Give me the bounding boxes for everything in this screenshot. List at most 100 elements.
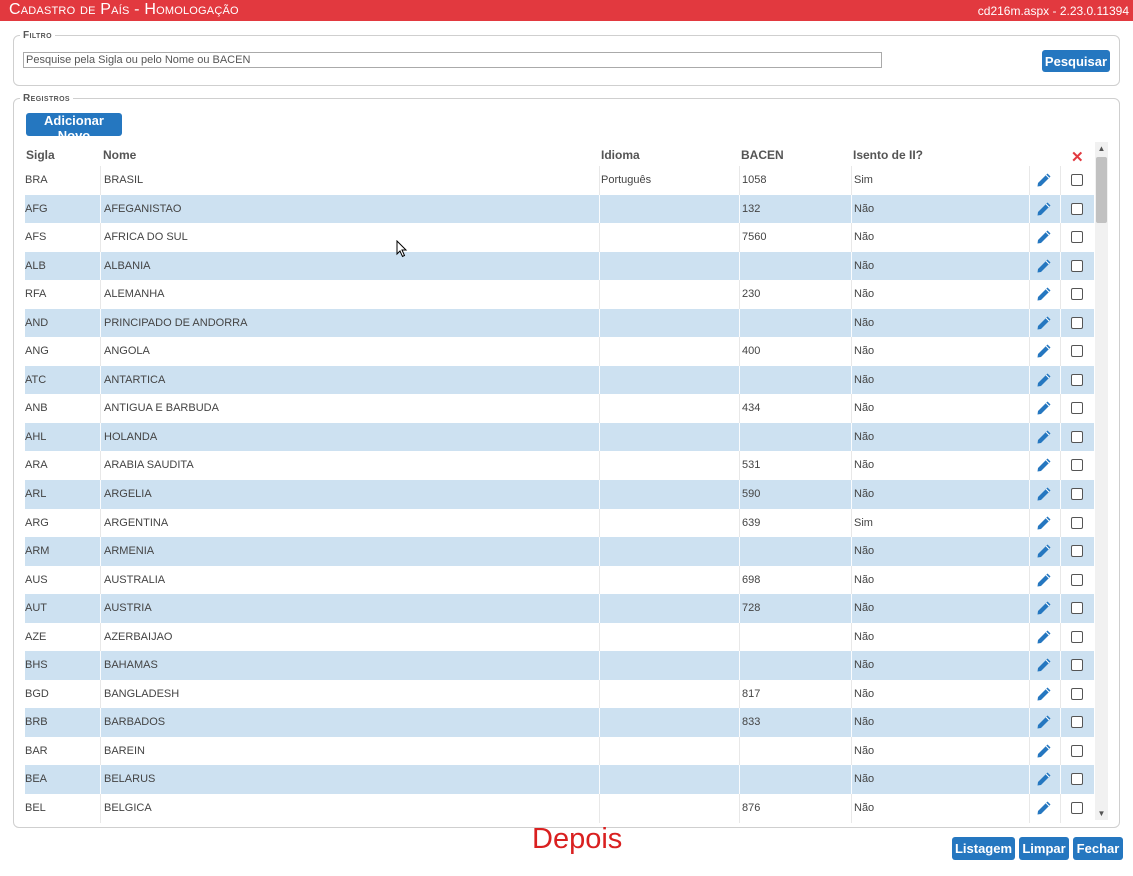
row-select-checkbox[interactable] [1071, 687, 1083, 700]
pencil-icon[interactable] [1036, 543, 1052, 559]
pencil-icon[interactable] [1036, 229, 1052, 245]
row-select-checkbox[interactable] [1071, 174, 1083, 186]
pencil-icon[interactable] [1036, 515, 1052, 531]
fechar-button[interactable]: Fechar [1073, 837, 1123, 860]
pencil-icon[interactable] [1036, 372, 1052, 388]
column-header-idioma[interactable]: Idioma [601, 148, 640, 162]
pencil-icon[interactable] [1036, 771, 1052, 787]
row-select-checkbox[interactable] [1071, 630, 1083, 643]
pencil-icon[interactable] [1036, 400, 1052, 416]
cell-nome: ANTIGUA E BARBUDA [104, 402, 219, 415]
row-select-checkbox[interactable] [1071, 802, 1083, 815]
table-row[interactable]: BEL BELGICA 876 Não [25, 794, 1094, 823]
table-row[interactable]: BAR BAREIN Não [25, 736, 1094, 766]
table-row[interactable]: AND PRINCIPADO DE ANDORRA Não [25, 308, 1094, 338]
scroll-down-icon[interactable]: ▼ [1097, 809, 1106, 818]
pencil-icon[interactable] [1036, 457, 1052, 473]
pencil-icon[interactable] [1036, 343, 1052, 359]
pencil-icon[interactable] [1036, 572, 1052, 588]
row-select-checkbox[interactable] [1071, 716, 1083, 729]
cell-sigla: AND [25, 316, 49, 329]
pencil-icon[interactable] [1036, 600, 1052, 616]
table-row[interactable]: BEA BELARUS Não [25, 765, 1094, 795]
scroll-up-icon[interactable]: ▲ [1097, 144, 1106, 153]
table-scrollbar[interactable]: ▲ ▼ [1095, 142, 1108, 820]
pencil-icon[interactable] [1036, 286, 1052, 302]
row-select-checkbox[interactable] [1071, 659, 1083, 672]
row-select-checkbox[interactable] [1071, 545, 1083, 558]
row-select-checkbox[interactable] [1071, 402, 1083, 415]
table-row[interactable]: AFG AFEGANISTAO 132 Não [25, 194, 1094, 224]
listagem-button[interactable]: Listagem [952, 837, 1015, 860]
row-select-checkbox[interactable] [1071, 373, 1083, 386]
limpar-button[interactable]: Limpar [1019, 837, 1069, 860]
search-button[interactable]: Pesquisar [1042, 50, 1110, 72]
pencil-icon[interactable] [1036, 714, 1052, 730]
table-row[interactable]: ARL ARGELIA 590 Não [25, 480, 1094, 509]
column-divider [739, 337, 740, 366]
table-row[interactable]: ARM ARMENIA Não [25, 537, 1094, 566]
pencil-icon[interactable] [1036, 657, 1052, 673]
row-select-checkbox[interactable] [1071, 516, 1083, 529]
row-select-checkbox[interactable] [1071, 288, 1083, 301]
row-select-checkbox[interactable] [1071, 316, 1083, 329]
table-row[interactable]: AFS AFRICA DO SUL 7560 Não [25, 223, 1094, 252]
column-header-isento[interactable]: Isento de II? [853, 148, 924, 162]
table-row[interactable]: RFA ALEMANHA 230 Não [25, 280, 1094, 309]
pencil-icon[interactable] [1036, 429, 1052, 445]
cell-sigla: ALB [25, 259, 46, 272]
table-row[interactable]: ARG ARGENTINA 639 Sim [25, 508, 1094, 538]
pencil-icon[interactable] [1036, 486, 1052, 502]
table-row[interactable]: AUT AUSTRIA 728 Não [25, 594, 1094, 623]
search-input[interactable] [23, 52, 882, 68]
table-row[interactable]: ALB ALBANIA Não [25, 251, 1094, 281]
pencil-icon[interactable] [1036, 172, 1052, 188]
row-select-checkbox[interactable] [1071, 573, 1083, 586]
pencil-icon[interactable] [1036, 315, 1052, 331]
table-row[interactable]: AHL HOLANDA Não [25, 422, 1094, 452]
table-row[interactable]: ANG ANGOLA 400 Não [25, 337, 1094, 366]
row-select-checkbox[interactable] [1071, 773, 1083, 786]
pencil-icon[interactable] [1036, 743, 1052, 759]
pencil-icon[interactable] [1036, 629, 1052, 645]
add-new-button[interactable]: Adicionar Novo [26, 113, 122, 143]
pencil-icon[interactable] [1036, 686, 1052, 702]
cell-nome: AFEGANISTAO [104, 202, 182, 215]
column-divider [739, 708, 740, 737]
row-select-checkbox[interactable] [1071, 345, 1083, 358]
row-select-checkbox[interactable] [1071, 202, 1083, 215]
row-select-checkbox[interactable] [1071, 259, 1083, 272]
column-divider [1029, 280, 1030, 309]
row-select-checkbox[interactable] [1071, 231, 1083, 244]
cell-sigla: AZE [25, 630, 47, 643]
pencil-icon[interactable] [1036, 201, 1052, 217]
column-divider [851, 765, 852, 795]
table-row[interactable]: ARA ARABIA SAUDITA 531 Não [25, 451, 1094, 481]
table-row[interactable]: AUS AUSTRALIA 698 Não [25, 565, 1094, 595]
column-header-bacen[interactable]: BACEN [741, 148, 784, 162]
table-row[interactable]: BHS BAHAMAS Não [25, 651, 1094, 680]
table-row[interactable]: BGD BANGLADESH 817 Não [25, 679, 1094, 709]
scroll-thumb[interactable] [1096, 157, 1107, 223]
row-select-checkbox[interactable] [1071, 459, 1083, 472]
row-select-checkbox[interactable] [1071, 602, 1083, 615]
row-select-checkbox[interactable] [1071, 488, 1083, 501]
column-header-nome[interactable]: Nome [103, 148, 137, 162]
pencil-icon[interactable] [1036, 258, 1052, 274]
table-row[interactable]: ANB ANTIGUA E BARBUDA 434 Não [25, 394, 1094, 423]
cell-bacen: 728 [742, 602, 761, 615]
close-icon[interactable]: ✕ [1071, 149, 1084, 166]
row-select-checkbox[interactable] [1071, 430, 1083, 443]
column-divider [599, 736, 600, 766]
row-select-checkbox[interactable] [1071, 744, 1083, 757]
table-row[interactable]: ATC ANTARTICA Não [25, 365, 1094, 395]
table-row[interactable]: BRB BARBADOS 833 Não [25, 708, 1094, 737]
column-divider [1060, 308, 1061, 338]
pencil-icon[interactable] [1036, 800, 1052, 816]
cell-isento: Não [854, 630, 875, 643]
cell-nome: HOLANDA [104, 430, 158, 443]
column-header-sigla[interactable]: Sigla [26, 148, 55, 162]
table-row[interactable]: AZE AZERBAIJAO Não [25, 622, 1094, 652]
table-row[interactable]: BRA BRASIL Português 1058 Sim [25, 166, 1094, 195]
column-divider [739, 622, 740, 652]
